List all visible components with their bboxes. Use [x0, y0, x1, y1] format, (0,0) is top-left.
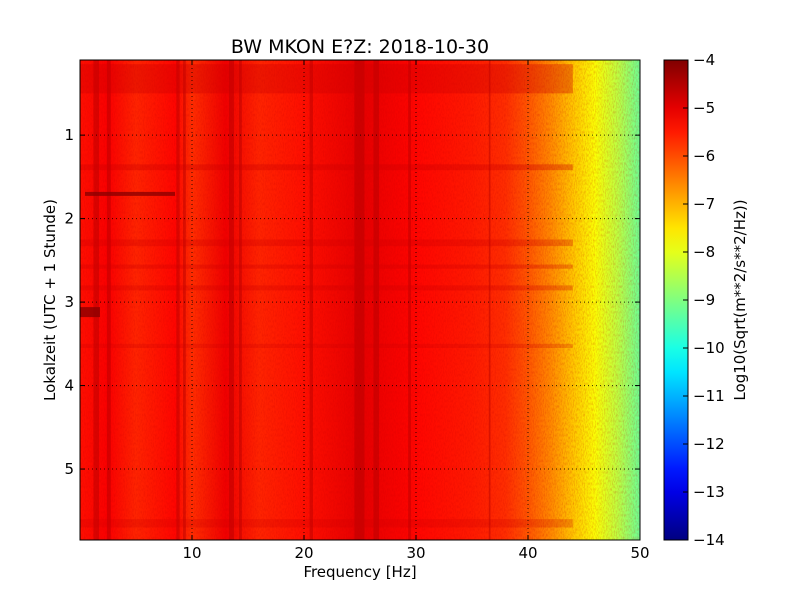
heatmap-horizontal-stripe [80, 264, 573, 269]
colorbar-tick-label: −10 [693, 339, 725, 357]
x-axis-label: Frequency [Hz] [303, 563, 416, 581]
colorbar-tick-label: −12 [693, 435, 725, 453]
x-tick-label: 50 [630, 544, 649, 562]
heatmap-bands [80, 60, 573, 540]
plot-frame [79, 59, 641, 541]
colorbar-tick-label: −7 [693, 195, 715, 213]
heatmap-layer [80, 60, 640, 540]
heatmap-horizontal-stripe [80, 519, 573, 528]
heatmap-event-line [80, 307, 100, 318]
heatmap-horizontal-stripe [80, 64, 573, 94]
chart-title: BW MKON E?Z: 2018-10-30 [231, 36, 489, 58]
heatmap-vertical-stripe [176, 60, 180, 540]
heatmap-vertical-stripe [354, 60, 365, 540]
x-tick-label: 20 [294, 544, 313, 562]
heatmap-vertical-stripe [239, 60, 242, 540]
x-tick-label: 40 [518, 544, 537, 562]
colorbar-tick-label: −14 [693, 531, 725, 549]
y-tick-label: 1 [64, 126, 74, 144]
y-tick-label: 2 [64, 210, 74, 228]
y-axis-label: Lokalzeit (UTC + 1 Stunde) [41, 199, 59, 401]
heatmap-horizontal-stripe [80, 285, 573, 291]
x-tick-label: 10 [182, 544, 201, 562]
colorbar-ticks: −4 −5 −6 −7 −8 −9 −10 −11 −12 −13 −14 [683, 51, 725, 549]
heatmap-horizontal-stripe [80, 343, 573, 348]
heatmap-speckle [80, 60, 640, 540]
colorbar-tick-label: −11 [693, 387, 725, 405]
heatmap-horizontal-stripe [80, 239, 573, 247]
colorbar-tick-label: −13 [693, 483, 725, 501]
x-axis-ticks: 10 20 30 40 50 [182, 60, 650, 562]
heatmap-vertical-stripe [408, 60, 411, 540]
y-axis-ticks: 1 2 3 4 5 [64, 126, 640, 478]
heatmap-vertical-stripe [373, 60, 380, 540]
y-tick-label: 4 [64, 377, 74, 395]
y-tick-label: 3 [64, 293, 74, 311]
heatmap-event-line [85, 191, 175, 196]
colorbar-tick-label: −6 [693, 147, 715, 165]
y-tick-label: 5 [64, 460, 74, 478]
heatmap-vertical-stripe [106, 60, 111, 540]
heatmap-vertical-stripe [183, 60, 186, 540]
colorbar-tick-label: −8 [693, 243, 715, 261]
x-tick-label: 30 [406, 544, 425, 562]
heatmap-horizontal-stripe [80, 164, 573, 171]
colorbar-tick-label: −4 [693, 51, 715, 69]
colorbar-tick-label: −9 [693, 291, 715, 309]
heatmap-vertical-stripe [228, 60, 234, 540]
colorbar-label: Log10(Sqrt(m**2/s**2/Hz)) [731, 199, 749, 400]
heatmap-vertical-stripe [309, 60, 313, 540]
heatmap-vertical-stripe [93, 60, 100, 540]
colorbar-tick-label: −5 [693, 99, 715, 117]
heatmap-vertical-stripe [488, 60, 491, 540]
